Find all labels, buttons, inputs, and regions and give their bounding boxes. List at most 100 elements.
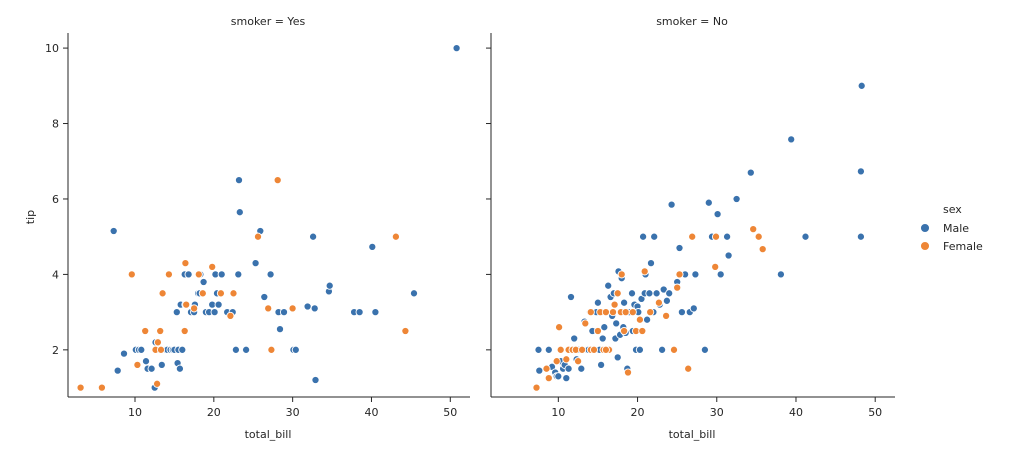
point-no-female-41 xyxy=(711,232,721,241)
point-no-male-84 xyxy=(723,232,732,241)
point-yes-female-13 xyxy=(181,259,190,268)
point-no-female-40 xyxy=(711,262,720,271)
y-tick-label-4: 4 xyxy=(52,268,59,281)
point-yes-female-20 xyxy=(226,311,235,320)
point-no-female-34 xyxy=(662,311,671,320)
point-yes-male-34 xyxy=(199,277,208,287)
point-no-male-93 xyxy=(857,81,866,90)
point-no-male-66 xyxy=(658,345,667,354)
point-no-female-1 xyxy=(542,364,551,373)
point-no-male-60 xyxy=(645,289,654,298)
panel-no-y-ticks xyxy=(486,47,491,351)
point-no-male-56 xyxy=(639,232,648,241)
point-yes-female-16 xyxy=(194,270,203,279)
point-yes-female-6 xyxy=(153,379,162,388)
point-no-male-31 xyxy=(604,281,613,290)
y-tick-label-8: 8 xyxy=(52,118,59,131)
point-no-female-12 xyxy=(581,319,590,328)
point-yes-male-68 xyxy=(368,242,377,251)
point-no-male-6 xyxy=(554,372,563,381)
point-no-male-74 xyxy=(677,308,686,317)
point-no-male-0 xyxy=(534,345,543,354)
point-no-female-3 xyxy=(552,357,561,366)
point-no-female-14 xyxy=(589,345,599,354)
point-no-male-91 xyxy=(856,232,865,241)
point-no-male-82 xyxy=(713,210,722,219)
point-no-female-33 xyxy=(654,298,663,307)
point-yes-male-60 xyxy=(303,302,312,311)
point-yes-female-4 xyxy=(141,326,150,336)
point-yes-female-8 xyxy=(156,326,165,336)
point-no-male-2 xyxy=(544,345,553,354)
point-no-male-27 xyxy=(597,360,606,369)
point-yes-female-28 xyxy=(401,326,410,336)
point-yes-female-19 xyxy=(216,289,225,298)
point-no-male-68 xyxy=(662,296,671,305)
point-no-male-29 xyxy=(600,323,609,332)
panel-yes-points xyxy=(76,44,461,392)
point-no-male-1 xyxy=(535,366,544,375)
point-yes-male-27 xyxy=(184,270,193,279)
point-yes-female-26 xyxy=(288,304,297,313)
point-no-male-90 xyxy=(801,232,810,241)
point-no-female-10 xyxy=(574,357,583,366)
point-yes-male-8 xyxy=(147,364,156,373)
point-yes-male-12 xyxy=(157,360,166,369)
panel-yes-y-ticks: 2 4 6 8 10 xyxy=(45,42,68,357)
point-no-male-89 xyxy=(787,135,796,144)
point-yes-female-25 xyxy=(273,176,282,185)
legend-label-female: Female xyxy=(943,240,983,253)
point-no-female-6 xyxy=(562,355,571,364)
point-yes-female-22 xyxy=(253,232,263,241)
point-yes-male-38 xyxy=(210,308,219,317)
point-yes-male-19 xyxy=(172,308,181,317)
x-tick-label-yes-30: 30 xyxy=(286,406,300,419)
point-no-female-38 xyxy=(684,364,693,373)
y-tick-label-2: 2 xyxy=(52,344,59,357)
point-no-female-18 xyxy=(601,308,610,317)
point-no-male-77 xyxy=(689,304,698,313)
point-no-female-47 xyxy=(617,270,626,279)
point-no-female-5 xyxy=(556,345,565,354)
point-yes-female-23 xyxy=(264,304,273,313)
point-yes-male-63 xyxy=(311,375,320,385)
legend-label-male: Male xyxy=(943,222,969,235)
panel-no-x-ticks: 10 20 30 40 50 xyxy=(551,397,882,419)
point-no-female-21 xyxy=(610,300,619,309)
point-no-female-39 xyxy=(688,232,697,241)
point-no-female-44 xyxy=(758,245,767,254)
panel-title-smoker-no: smoker = No xyxy=(656,15,728,28)
panel-no-x-axis-title: total_bill xyxy=(669,428,716,441)
point-yes-male-0 xyxy=(109,226,118,236)
point-no-male-54 xyxy=(635,345,644,354)
point-no-male-83 xyxy=(716,270,725,279)
legend-title: sex xyxy=(943,203,962,216)
point-yes-male-42 xyxy=(217,270,226,279)
point-no-female-2 xyxy=(544,374,553,383)
x-tick-label-yes-20: 20 xyxy=(207,406,221,419)
point-no-male-16 xyxy=(577,364,586,373)
point-no-male-10 xyxy=(562,374,571,383)
point-no-male-92 xyxy=(856,167,865,176)
point-no-male-11 xyxy=(564,364,573,373)
point-yes-male-22 xyxy=(175,364,184,373)
y-tick-label-10: 10 xyxy=(45,42,59,55)
point-no-male-38 xyxy=(613,353,622,362)
point-no-male-59 xyxy=(643,315,652,324)
point-yes-female-18 xyxy=(208,262,217,271)
point-yes-female-7 xyxy=(153,338,162,347)
point-no-female-46 xyxy=(586,308,595,317)
x-tick-label-no-40: 40 xyxy=(789,406,803,419)
point-no-male-25 xyxy=(593,298,602,307)
point-yes-male-65 xyxy=(325,281,334,290)
point-no-male-86 xyxy=(732,194,741,204)
point-yes-male-46 xyxy=(234,270,243,279)
point-no-female-26 xyxy=(623,368,633,377)
point-yes-female-21 xyxy=(229,289,238,298)
panel-smoker-no: smoker = No 10 20 30 40 50 total_bill xyxy=(486,15,895,441)
point-yes-male-61 xyxy=(309,232,318,241)
point-no-female-15 xyxy=(593,326,602,336)
point-no-male-87 xyxy=(746,168,755,177)
point-no-female-36 xyxy=(673,283,682,292)
